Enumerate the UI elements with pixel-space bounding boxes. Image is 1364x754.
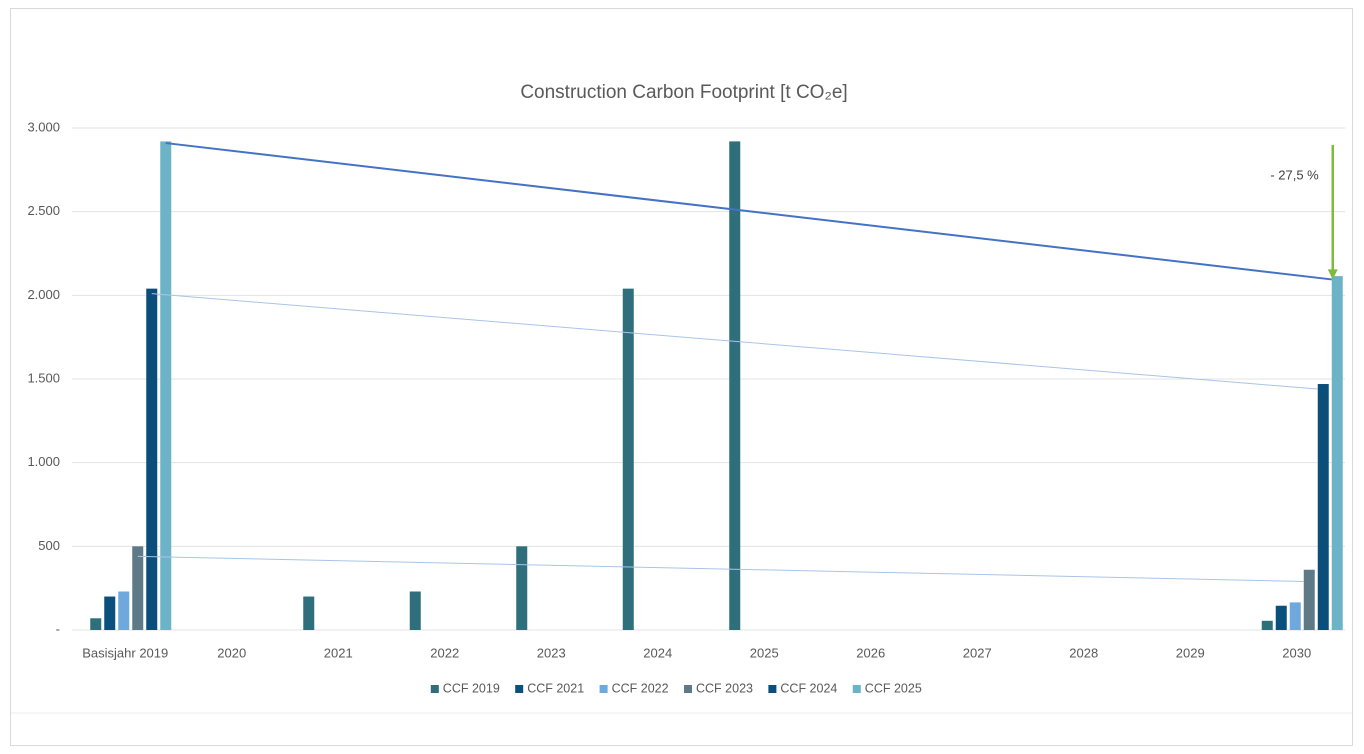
- y-tick-label: 1.000: [27, 454, 60, 469]
- x-tick-label: 2020: [217, 645, 246, 660]
- bar: [409, 591, 421, 630]
- bar: [90, 618, 102, 630]
- bar: [1303, 569, 1315, 630]
- bar: [1261, 620, 1273, 630]
- legend-swatch: [430, 685, 439, 693]
- legend-swatch: [684, 685, 692, 693]
- legend-label: CCF 2021: [527, 681, 584, 695]
- trend-line: [165, 142, 1332, 281]
- x-tick-label: 2023: [537, 645, 566, 660]
- x-tick-label: 2026: [856, 645, 885, 660]
- y-tick-label: 2.000: [27, 287, 60, 302]
- x-tick-label: 2021: [324, 645, 353, 660]
- bar: [1289, 602, 1301, 630]
- bar: [1331, 276, 1343, 630]
- y-tick-label: 500: [38, 538, 60, 553]
- y-tick-label: 3.000: [27, 119, 60, 134]
- bar: [1317, 384, 1329, 630]
- bar: [146, 288, 158, 630]
- bar: [132, 546, 144, 630]
- chart-frame: [10, 8, 1353, 746]
- x-tick-label: 2030: [1282, 645, 1311, 660]
- annotation: - 27,5 %: [1270, 168, 1319, 183]
- legend-label: CCF 2025: [865, 681, 922, 695]
- y-tick-label: 1.500: [27, 370, 60, 385]
- x-tick-label: 2028: [1069, 645, 1098, 660]
- x-tick-label: 2027: [963, 645, 992, 660]
- legend-label: CCF 2023: [696, 681, 753, 695]
- legend-swatch: [515, 685, 524, 693]
- bar: [729, 141, 741, 631]
- y-tick-label: 2.500: [27, 203, 60, 218]
- x-tick-label: 2024: [643, 645, 672, 660]
- trend-line: [137, 555, 1304, 582]
- bar: [104, 596, 116, 630]
- legend-swatch: [768, 685, 777, 693]
- legend-label: CCF 2024: [780, 681, 837, 695]
- chart-title: Construction Carbon Footprint [t CO₂e]: [520, 82, 847, 103]
- legend-swatch: [599, 685, 608, 693]
- trend-line: [151, 293, 1318, 390]
- annotation-arrowhead: [1327, 269, 1338, 280]
- x-tick-label: Basisjahr 2019: [82, 645, 168, 660]
- legend-label: CCF 2019: [443, 681, 500, 695]
- bar: [118, 591, 130, 630]
- legend-label: CCF 2022: [612, 681, 669, 695]
- legend-swatch: [852, 685, 861, 693]
- y-tick-label: -: [56, 621, 60, 636]
- x-tick-label: 2025: [750, 645, 779, 660]
- bar: [622, 288, 634, 630]
- bar: [1275, 605, 1287, 630]
- x-tick-label: 2022: [430, 645, 459, 660]
- bar: [160, 141, 172, 631]
- bar: [516, 546, 528, 630]
- x-tick-label: 2029: [1176, 645, 1205, 660]
- bar: [303, 596, 315, 630]
